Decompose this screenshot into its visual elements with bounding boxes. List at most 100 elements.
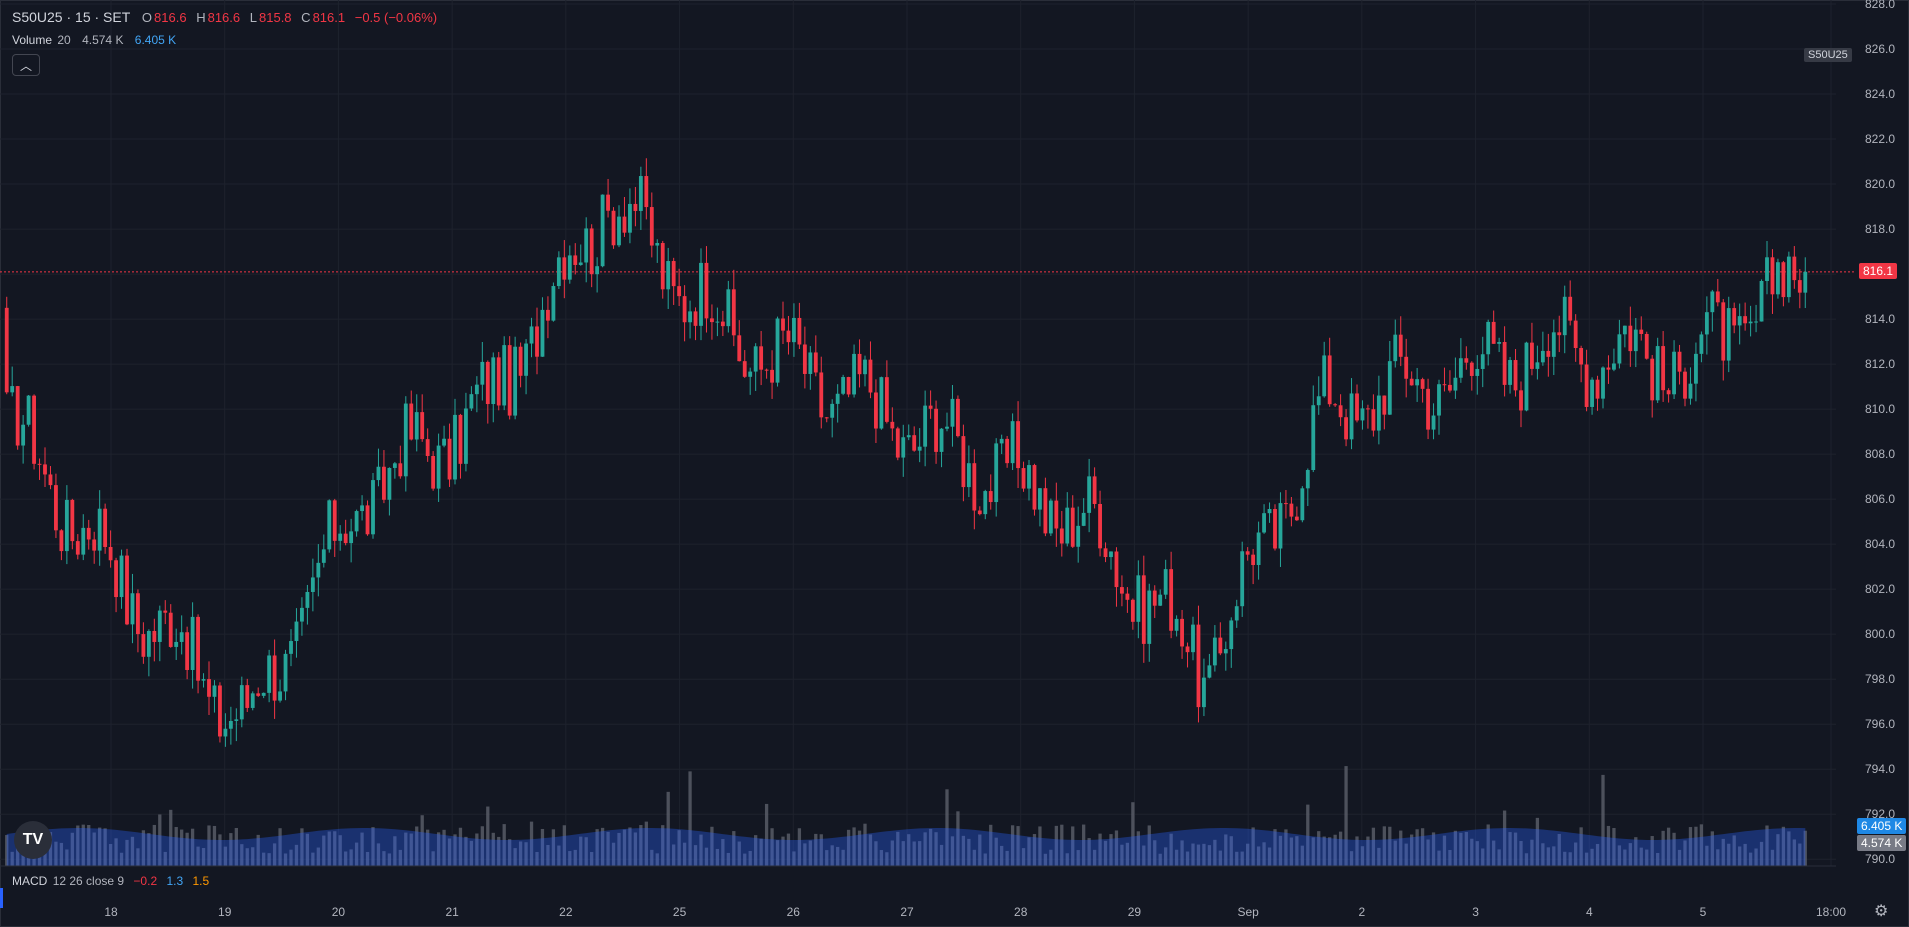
candle-body [1360, 408, 1365, 421]
candle-body [1557, 332, 1562, 336]
volume-bar [1776, 834, 1780, 866]
volume-bar [1196, 844, 1201, 866]
volume-bar [502, 824, 506, 866]
volume-bar [185, 832, 189, 866]
candle-body [600, 194, 605, 267]
candle-body [611, 210, 616, 246]
volume-bar [1792, 839, 1796, 866]
candle-body [1797, 280, 1802, 293]
volume-bar [1393, 840, 1397, 866]
volume-bar [376, 843, 381, 866]
candle-body [890, 421, 895, 429]
volume-bar [103, 828, 107, 866]
candle-body [1655, 346, 1660, 401]
volume-bar [158, 814, 162, 866]
time-tick-label: 21 [445, 905, 459, 919]
candle-body [797, 317, 802, 345]
volume-bar [972, 849, 976, 866]
candle-body [256, 693, 261, 696]
volume-bar [1338, 831, 1343, 866]
volume-bar [349, 849, 353, 866]
candle-body [1103, 548, 1108, 558]
candle-body [1420, 379, 1425, 389]
macd-label[interactable]: MACD [12, 874, 48, 888]
time-tick-label: 20 [332, 905, 346, 919]
gear-icon[interactable]: ⚙ [1874, 903, 1889, 920]
candle-body [715, 321, 720, 323]
volume-bar [672, 844, 676, 866]
candle-body [710, 318, 714, 323]
candle-body [540, 309, 545, 357]
volume-bar [420, 815, 424, 866]
candle-body [606, 194, 610, 211]
candle-body [1322, 355, 1327, 397]
volume-bar [1251, 827, 1255, 866]
price-axis[interactable]: 828.0826.0824.0822.0820.0818.0816.0814.0… [1865, 0, 1895, 866]
volume-bar [1027, 837, 1031, 866]
time-axis[interactable]: 18 19 20 21 22 25 26 27 28 29 Sep 2 3 4 5 18:00 [104, 905, 1846, 919]
volume-label[interactable]: Volume [12, 33, 53, 47]
volume-bar [1672, 832, 1676, 866]
candle-body [1087, 476, 1092, 513]
volume-bar [1098, 833, 1102, 866]
candle-body [1743, 316, 1748, 324]
open-label: O [141, 10, 153, 25]
candle-body [1300, 488, 1305, 521]
time-tick-label: 22 [559, 905, 573, 919]
volume-bar [32, 852, 36, 866]
volume-bar [978, 834, 982, 866]
symbol-title[interactable]: S50U25 · 15 · SET [12, 9, 131, 25]
collapse-legend-button[interactable]: ︿ [12, 54, 40, 76]
volume-bar [426, 829, 430, 866]
candle-body [633, 203, 638, 211]
volume-bar [212, 825, 217, 866]
candle-body [332, 500, 337, 541]
candle-body [972, 463, 977, 511]
volume-bar [508, 839, 512, 866]
volume-bar [584, 837, 588, 866]
volume-bar [294, 844, 299, 866]
change-value: −0.5 (−0.06%) [354, 10, 438, 25]
volume-bar [1174, 849, 1179, 866]
volume-bar [1349, 851, 1354, 866]
volume-bar [1180, 840, 1184, 866]
candle-body [1595, 379, 1600, 399]
volume-bar [754, 835, 758, 866]
volume-bar [1202, 843, 1206, 866]
candle-body [321, 549, 326, 563]
candle-body [1448, 384, 1452, 391]
tradingview-logo-icon[interactable]: TV [14, 821, 52, 859]
candle-body [1502, 341, 1507, 385]
volume-bar [196, 846, 200, 866]
volume-bar [1453, 830, 1458, 866]
volume-bar [491, 832, 495, 866]
candle-body [1059, 528, 1064, 544]
candle-body [371, 480, 375, 535]
volume-bar [950, 836, 955, 866]
volume-bar [1016, 826, 1020, 866]
candle-body [1415, 379, 1420, 386]
candle-body [1551, 332, 1556, 357]
candle-body [1759, 281, 1764, 322]
candle-body [1114, 551, 1119, 588]
candle-body [1513, 360, 1518, 391]
candle-body [1152, 590, 1157, 606]
candle-body [677, 286, 682, 297]
candle-body [1803, 271, 1808, 293]
volume-bar [1606, 825, 1611, 866]
volume-bar [1420, 828, 1425, 866]
candle-body [562, 257, 567, 280]
grid-lines [0, 0, 1836, 866]
candle-body [999, 438, 1004, 444]
volume-bar [710, 826, 714, 866]
candle-body [628, 203, 632, 233]
volume-bar [863, 823, 867, 866]
candle-body [1027, 465, 1031, 489]
low-label: L [249, 10, 257, 25]
candle-body [1284, 503, 1288, 505]
candle-body [966, 463, 971, 488]
volume-bar [1732, 835, 1736, 866]
candle-body [1688, 383, 1693, 399]
volume-bar [1256, 846, 1261, 866]
